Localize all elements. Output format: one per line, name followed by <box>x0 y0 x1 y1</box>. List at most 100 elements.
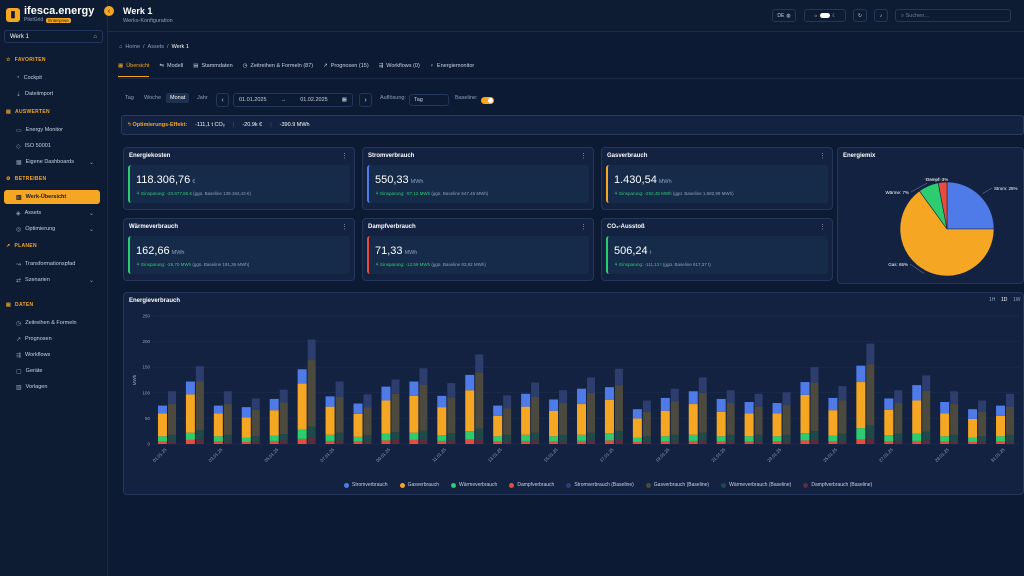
bar-baseline-segment[interactable] <box>726 434 735 441</box>
bar-baseline-segment[interactable] <box>950 391 959 405</box>
zoom-1w[interactable]: 1W <box>1013 297 1021 303</box>
bar-segment[interactable] <box>688 434 698 441</box>
breadcrumb-assets[interactable]: Assets <box>147 44 165 50</box>
bar-baseline-segment[interactable] <box>782 392 791 406</box>
bar-segment[interactable] <box>884 398 894 410</box>
bar-segment[interactable] <box>940 436 950 442</box>
bar-baseline-segment[interactable] <box>754 434 763 441</box>
bar-segment[interactable] <box>744 441 754 444</box>
legend-item[interactable]: Wärmeverbrauch <box>450 482 497 488</box>
bar-segment[interactable] <box>241 437 251 442</box>
bar-baseline-segment[interactable] <box>950 434 959 441</box>
bar-segment[interactable] <box>884 441 894 444</box>
bar-segment[interactable] <box>744 413 754 437</box>
bar-baseline-segment[interactable] <box>698 432 707 441</box>
bar-segment[interactable] <box>213 441 223 444</box>
bar-segment[interactable] <box>325 440 335 444</box>
bar-segment[interactable] <box>828 441 838 444</box>
bar-baseline-segment[interactable] <box>279 402 288 435</box>
legend-item[interactable]: Gasverbrauch (Baseline) <box>645 482 709 488</box>
bar-baseline-segment[interactable] <box>894 440 903 444</box>
sidebar-item-optimierung[interactable]: ◎ Optimierung ⌄ <box>4 222 100 236</box>
bar-baseline-segment[interactable] <box>642 400 651 412</box>
bar-segment[interactable] <box>940 413 950 437</box>
breadcrumb-home[interactable]: Home <box>125 44 140 50</box>
bar-baseline-segment[interactable] <box>447 440 456 444</box>
bar-baseline-segment[interactable] <box>922 440 931 444</box>
bar-segment[interactable] <box>549 436 559 442</box>
bar-segment[interactable] <box>325 434 335 441</box>
bar-segment[interactable] <box>772 436 782 442</box>
bar-baseline-segment[interactable] <box>447 397 456 434</box>
bar-baseline-segment[interactable] <box>447 383 456 398</box>
bar-segment[interactable] <box>996 405 1006 416</box>
bar-segment[interactable] <box>493 436 503 442</box>
bar-baseline-segment[interactable] <box>335 440 344 444</box>
bar-baseline-segment[interactable] <box>335 381 344 397</box>
bar-baseline-segment[interactable] <box>838 433 847 441</box>
bar-baseline-segment[interactable] <box>419 384 428 431</box>
period-woche-button[interactable]: Woche <box>144 95 162 101</box>
bar-segment[interactable] <box>549 441 559 444</box>
bar-segment[interactable] <box>325 406 335 435</box>
bar-segment[interactable] <box>856 439 866 444</box>
period-monat-button[interactable]: Monat <box>166 93 190 103</box>
bar-segment[interactable] <box>157 413 167 437</box>
bar-baseline-segment[interactable] <box>335 432 344 441</box>
bar-segment[interactable] <box>884 435 894 442</box>
bar-segment[interactable] <box>828 397 838 411</box>
bar-baseline-segment[interactable] <box>754 393 763 407</box>
bar-segment[interactable] <box>185 439 195 444</box>
bar-baseline-segment[interactable] <box>475 428 484 439</box>
bar-segment[interactable] <box>800 440 810 444</box>
pie-slice-1[interactable] <box>899 190 995 277</box>
bar-segment[interactable] <box>884 409 894 436</box>
pie-slice-3[interactable] <box>937 181 948 230</box>
bar-segment[interactable] <box>828 435 838 442</box>
bar-baseline-segment[interactable] <box>614 385 623 432</box>
bar-segment[interactable] <box>772 441 782 444</box>
site-selector[interactable]: Werk 1 ⌂ <box>4 30 103 43</box>
bar-segment[interactable] <box>353 436 363 442</box>
bar-segment[interactable] <box>660 436 670 442</box>
bar-segment[interactable] <box>912 433 922 441</box>
resolution-select[interactable]: Tag <box>409 94 449 106</box>
bar-baseline-segment[interactable] <box>978 441 987 444</box>
bar-segment[interactable] <box>493 415 503 437</box>
bar-segment[interactable] <box>521 434 531 441</box>
bar-segment[interactable] <box>912 400 922 434</box>
bar-baseline-segment[interactable] <box>167 434 176 441</box>
sidebar-item-transformationspfad[interactable]: ↝ Transformationspfad <box>4 257 100 271</box>
bar-baseline-segment[interactable] <box>838 400 847 434</box>
bar-segment[interactable] <box>912 385 922 401</box>
bar-segment[interactable] <box>744 436 754 442</box>
bar-baseline-segment[interactable] <box>810 431 819 440</box>
bar-segment[interactable] <box>632 409 642 419</box>
bar-baseline-segment[interactable] <box>866 343 875 365</box>
tab-modell[interactable]: ⇋ Modell <box>159 63 183 77</box>
bar-segment[interactable] <box>549 399 559 411</box>
bar-segment[interactable] <box>157 436 167 442</box>
bar-segment[interactable] <box>716 441 726 444</box>
bar-baseline-segment[interactable] <box>363 435 372 441</box>
bar-baseline-segment[interactable] <box>195 439 204 444</box>
bar-segment[interactable] <box>996 441 1006 444</box>
sidebar-item-geraete[interactable]: ▢ Geräte <box>4 364 100 378</box>
more-icon[interactable]: ⋮ <box>341 153 348 160</box>
bar-segment[interactable] <box>521 440 531 444</box>
bar-baseline-segment[interactable] <box>559 403 568 435</box>
tab-stammdaten[interactable]: ▤ Stammdaten <box>193 63 232 77</box>
bar-baseline-segment[interactable] <box>642 441 651 444</box>
bar-baseline-segment[interactable] <box>978 411 987 437</box>
date-range-picker[interactable]: 01.01.2025 → 01.02.2025 ▦ <box>233 93 353 107</box>
bar-baseline-segment[interactable] <box>307 339 316 361</box>
bar-baseline-segment[interactable] <box>922 375 931 391</box>
zoom-1h[interactable]: 1H <box>989 297 996 303</box>
bar-segment[interactable] <box>269 435 279 441</box>
bar-baseline-segment[interactable] <box>391 432 400 440</box>
bar-baseline-segment[interactable] <box>475 372 484 429</box>
theme-toggle[interactable]: ☼ ☾ <box>804 9 846 22</box>
more-icon[interactable]: ⋮ <box>580 153 587 160</box>
notifications-button[interactable]: ♪ <box>874 9 888 22</box>
bar-segment[interactable] <box>241 441 251 444</box>
